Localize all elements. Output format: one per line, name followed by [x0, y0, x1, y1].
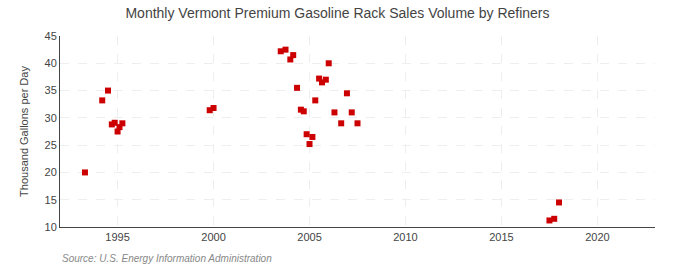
svg-text:30: 30 — [45, 112, 57, 124]
svg-text:Source: U.S. Energy Informatio: Source: U.S. Energy Information Administ… — [62, 253, 272, 264]
svg-text:2015: 2015 — [489, 231, 513, 243]
svg-text:2005: 2005 — [297, 231, 321, 243]
svg-text:2010: 2010 — [393, 231, 417, 243]
svg-text:15: 15 — [45, 194, 57, 206]
svg-text:40: 40 — [45, 57, 57, 69]
svg-text:35: 35 — [45, 84, 57, 96]
svg-text:10: 10 — [45, 221, 57, 233]
svg-text:Thousand Gallons per Day: Thousand Gallons per Day — [18, 66, 30, 197]
svg-text:45: 45 — [45, 30, 57, 42]
svg-text:2020: 2020 — [585, 231, 609, 243]
svg-text:Monthly Vermont Premium Gasoli: Monthly Vermont Premium Gasoline Rack Sa… — [125, 5, 549, 21]
svg-text:2000: 2000 — [201, 231, 225, 243]
svg-text:1995: 1995 — [105, 231, 129, 243]
svg-text:20: 20 — [45, 166, 57, 178]
svg-text:25: 25 — [45, 139, 57, 151]
